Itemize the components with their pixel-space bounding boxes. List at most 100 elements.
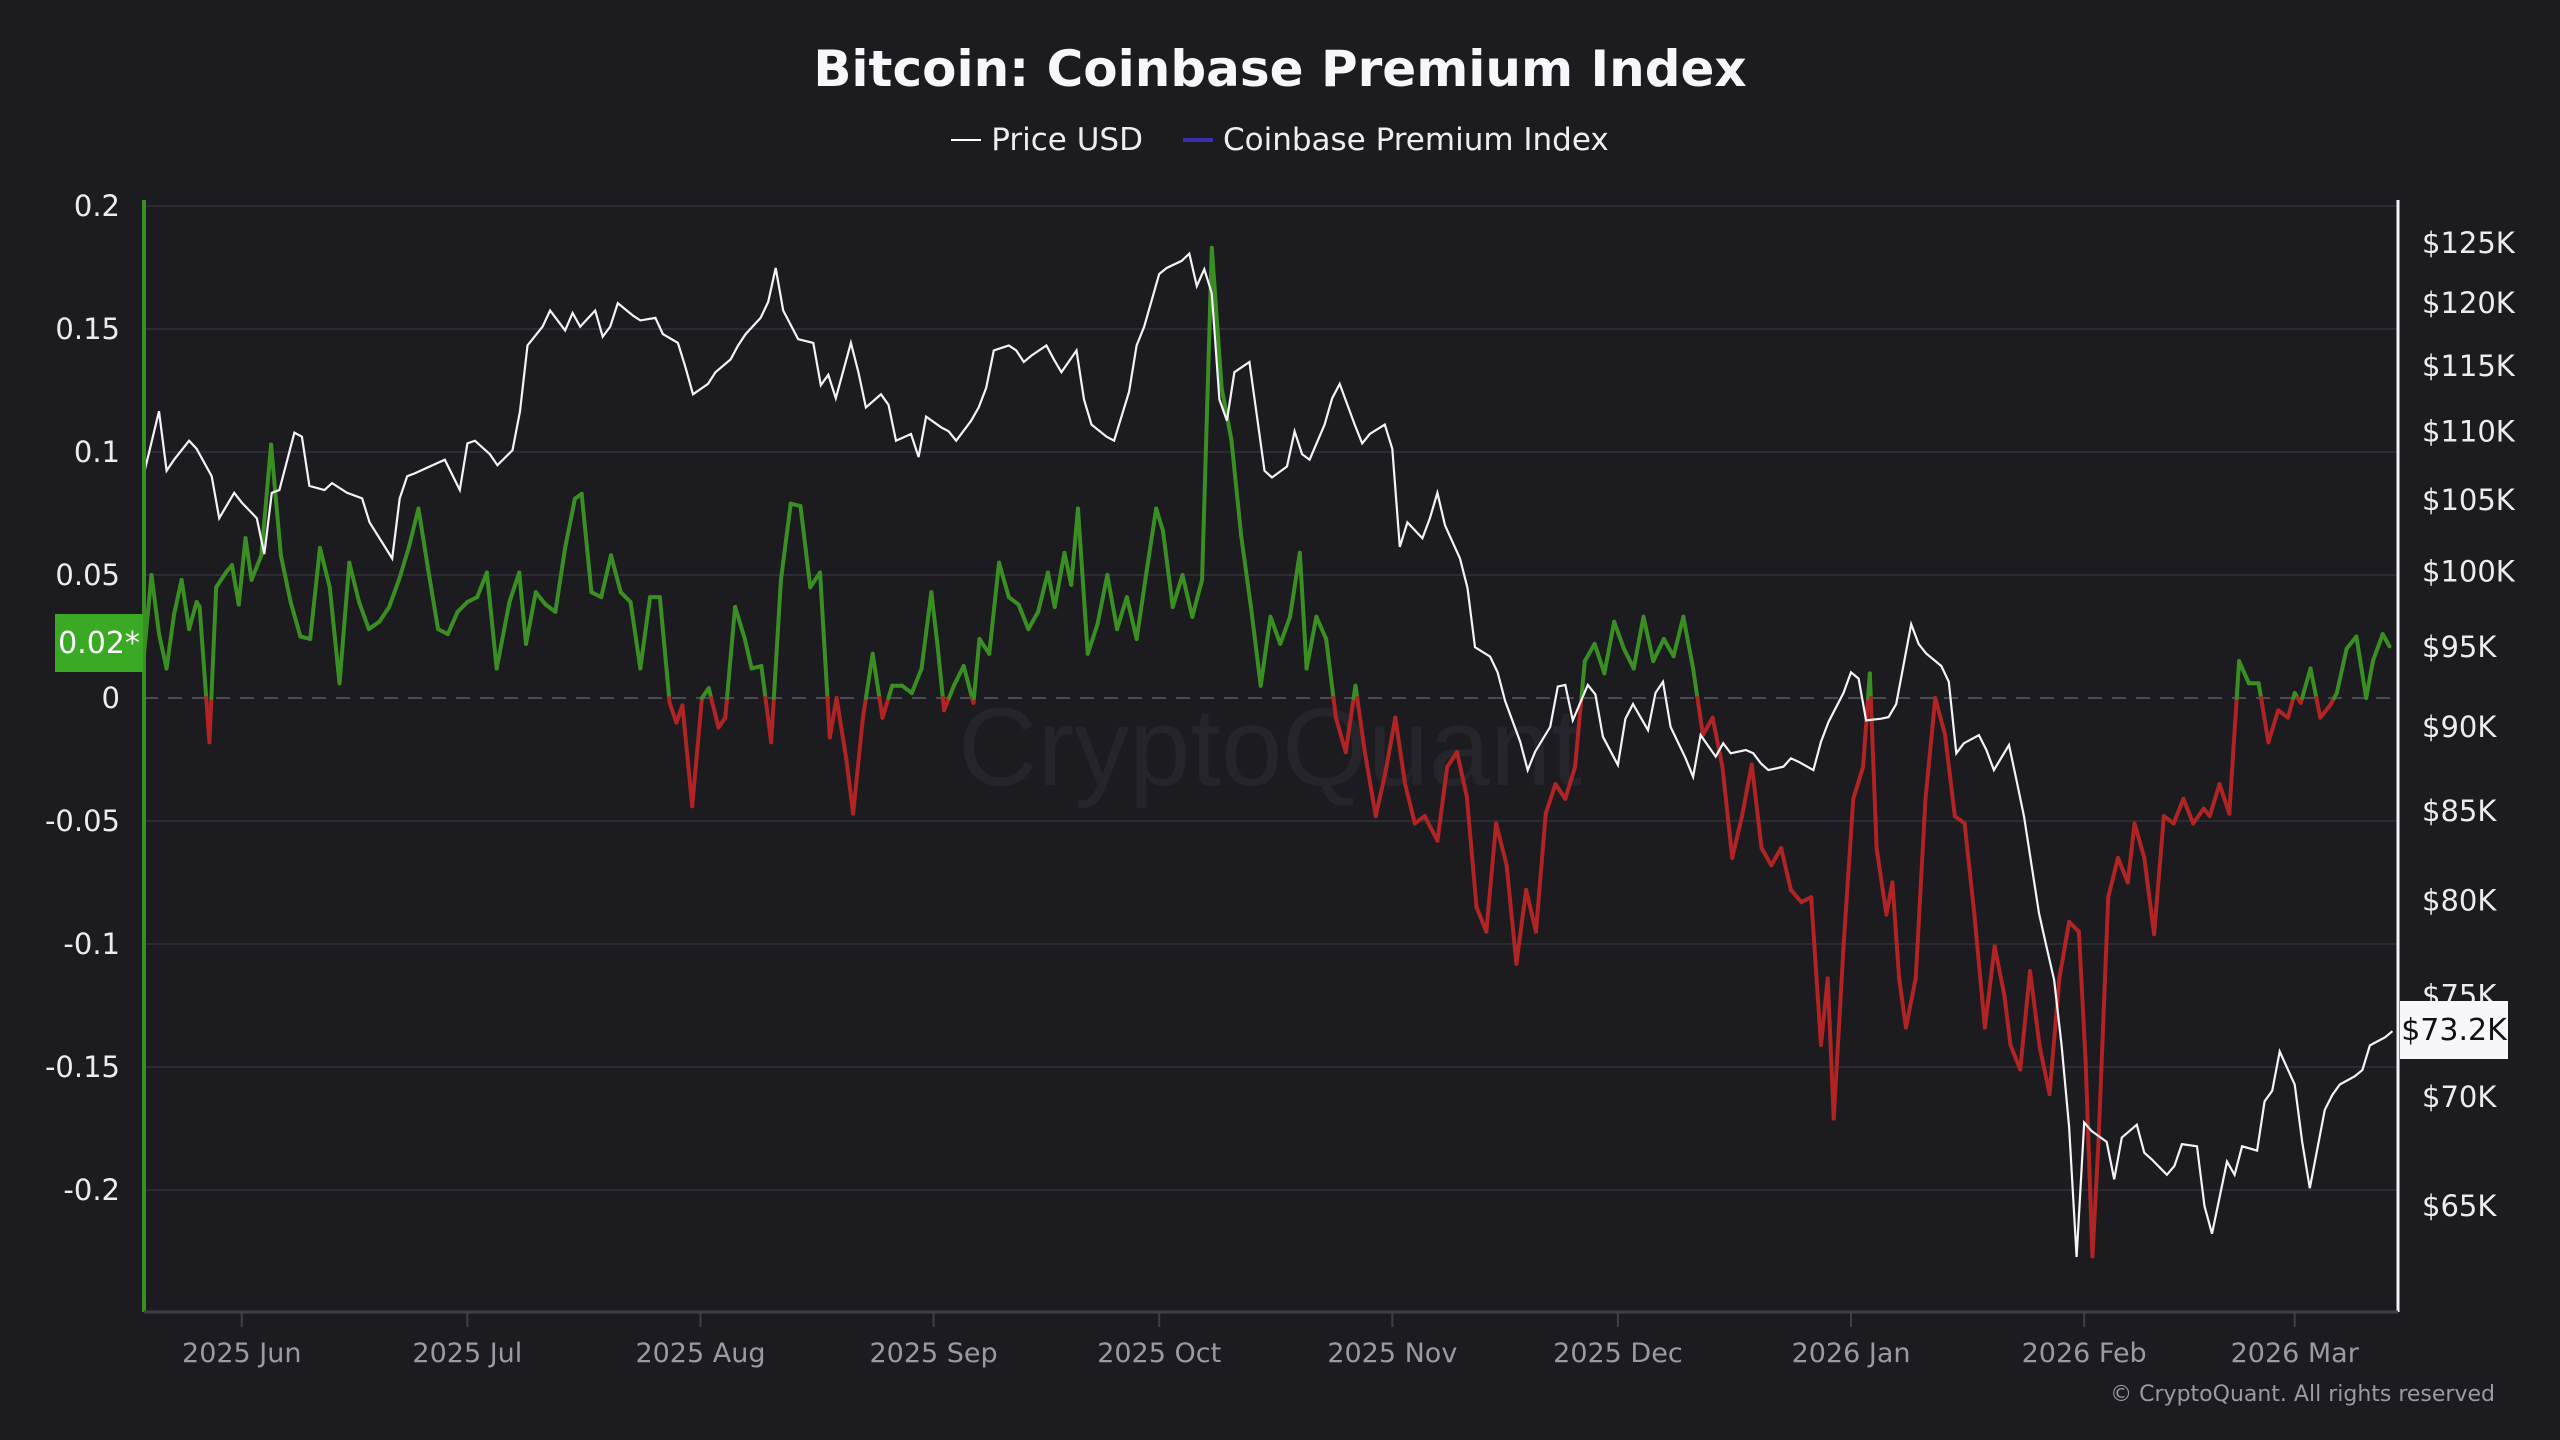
premium-segment [1105, 573, 1120, 632]
premium-segment [1923, 696, 1938, 801]
premium-segment [1190, 577, 1205, 619]
premium-segment [1514, 887, 1529, 966]
premium-segment [2067, 919, 2081, 934]
premium-segment [1868, 696, 1879, 851]
premium-segment [657, 595, 672, 700]
current-price-label: $73.2K [2400, 1001, 2508, 1059]
x-tick-label: 2025 Oct [1097, 1338, 1221, 1369]
legend-item-premium[interactable]: Coinbase Premium Index [1182, 122, 1609, 158]
premium-segment [1933, 696, 1948, 737]
x-tick-label: 2026 Jan [1792, 1338, 1911, 1369]
premium-segment [818, 570, 830, 700]
premium-segment [1026, 609, 1041, 632]
premium-segment [426, 568, 441, 632]
premium-segment [1494, 821, 1509, 868]
premium-segment [1651, 636, 1666, 664]
left-tick-label: -0.2 [63, 1173, 120, 1207]
premium-segment [1759, 846, 1774, 868]
premium-segment [1867, 671, 1873, 700]
premium-segment [1288, 550, 1302, 619]
right-tick-label: $105K [2422, 483, 2516, 517]
premium-segment [1903, 976, 1918, 1030]
x-tick-label: 2026 Mar [2231, 1338, 2360, 1369]
premium-segment [628, 600, 643, 671]
premium-segment [1992, 944, 2007, 998]
premium-segment [1897, 976, 1908, 1030]
premium-segment [1779, 846, 1793, 892]
premium-segment [1454, 750, 1469, 799]
premium-segment [2090, 1141, 2101, 1259]
premium-segment [2354, 634, 2369, 700]
premium-segment [942, 696, 952, 713]
premium-segment [416, 506, 431, 573]
premium-segment [494, 600, 512, 671]
premium-segment [2181, 796, 2196, 826]
premium-segment [951, 664, 966, 688]
premium-segment [209, 585, 219, 700]
premium-segment [1239, 533, 1253, 609]
x-tick-label: 2025 Jun [182, 1338, 301, 1369]
premium-segment [2132, 821, 2147, 860]
premium-segment [1314, 614, 1329, 641]
premium-segment [1671, 614, 1686, 659]
premium-segment [337, 560, 352, 686]
left-tick-label: -0.05 [45, 804, 120, 838]
premium-segment [1464, 794, 1479, 910]
premium-segment [1661, 636, 1676, 659]
premium-segment [997, 560, 1011, 600]
premium-segment [844, 757, 856, 816]
premium-segment [1324, 636, 1336, 700]
premium-segment [197, 604, 209, 700]
premium-segment [1052, 550, 1067, 609]
premium-segment [1200, 245, 1214, 582]
premium-segment [1331, 696, 1338, 720]
legend-item-price[interactable]: Price USD [951, 122, 1143, 158]
premium-segment [347, 560, 362, 605]
premium-segment [1045, 570, 1057, 609]
premium-segment [327, 585, 342, 686]
right-tick-label: $70K [2422, 1080, 2497, 1114]
premium-segment [1553, 782, 1568, 801]
premium-segment [517, 570, 529, 646]
premium-segment [164, 612, 177, 671]
premium-segment [608, 553, 623, 595]
premium-segment [1749, 762, 1764, 851]
premium-segment [1085, 622, 1100, 656]
premium-segment [484, 570, 499, 671]
premium-segment [961, 664, 975, 700]
premium-segment [1631, 614, 1646, 671]
premium-segment [947, 683, 956, 700]
premium-segment [769, 696, 776, 745]
premium-segment [1913, 796, 1928, 981]
premium-segment [1248, 604, 1263, 688]
premium-segment [1710, 715, 1725, 769]
premium-segment [909, 666, 924, 696]
right-tick-label: $65K [2422, 1189, 2497, 1223]
premium-segment [2318, 703, 2333, 720]
premium-segment [2171, 796, 2186, 826]
legend: Price USD Coinbase Premium Index [0, 122, 2560, 158]
premium-segment [1962, 821, 1977, 917]
premium-segment [2008, 1042, 2023, 1072]
premium-segment [1353, 683, 1360, 700]
premium-segment [1543, 782, 1558, 816]
right-tick-label: $125K [2422, 226, 2516, 260]
premium-segment [2227, 696, 2239, 816]
left-tick-label: 0.15 [55, 312, 120, 346]
premium-segment [1016, 602, 1031, 632]
premium-segment [880, 696, 891, 720]
premium-segment [971, 636, 982, 700]
left-tick-label: 0.05 [55, 558, 120, 592]
premium-segment [2037, 1045, 2052, 1097]
premium-segment [278, 553, 293, 605]
premium-segment [1612, 619, 1626, 651]
premium-segment [1363, 752, 1378, 819]
premium-segment [2334, 646, 2349, 696]
premium-segment [1484, 821, 1499, 934]
premium-segment [834, 696, 849, 762]
premium-segment [563, 496, 577, 550]
premium-segment [1582, 641, 1597, 664]
premium-segment [317, 545, 332, 590]
premium-segment [1890, 880, 1902, 981]
premium-segment [2266, 708, 2281, 745]
